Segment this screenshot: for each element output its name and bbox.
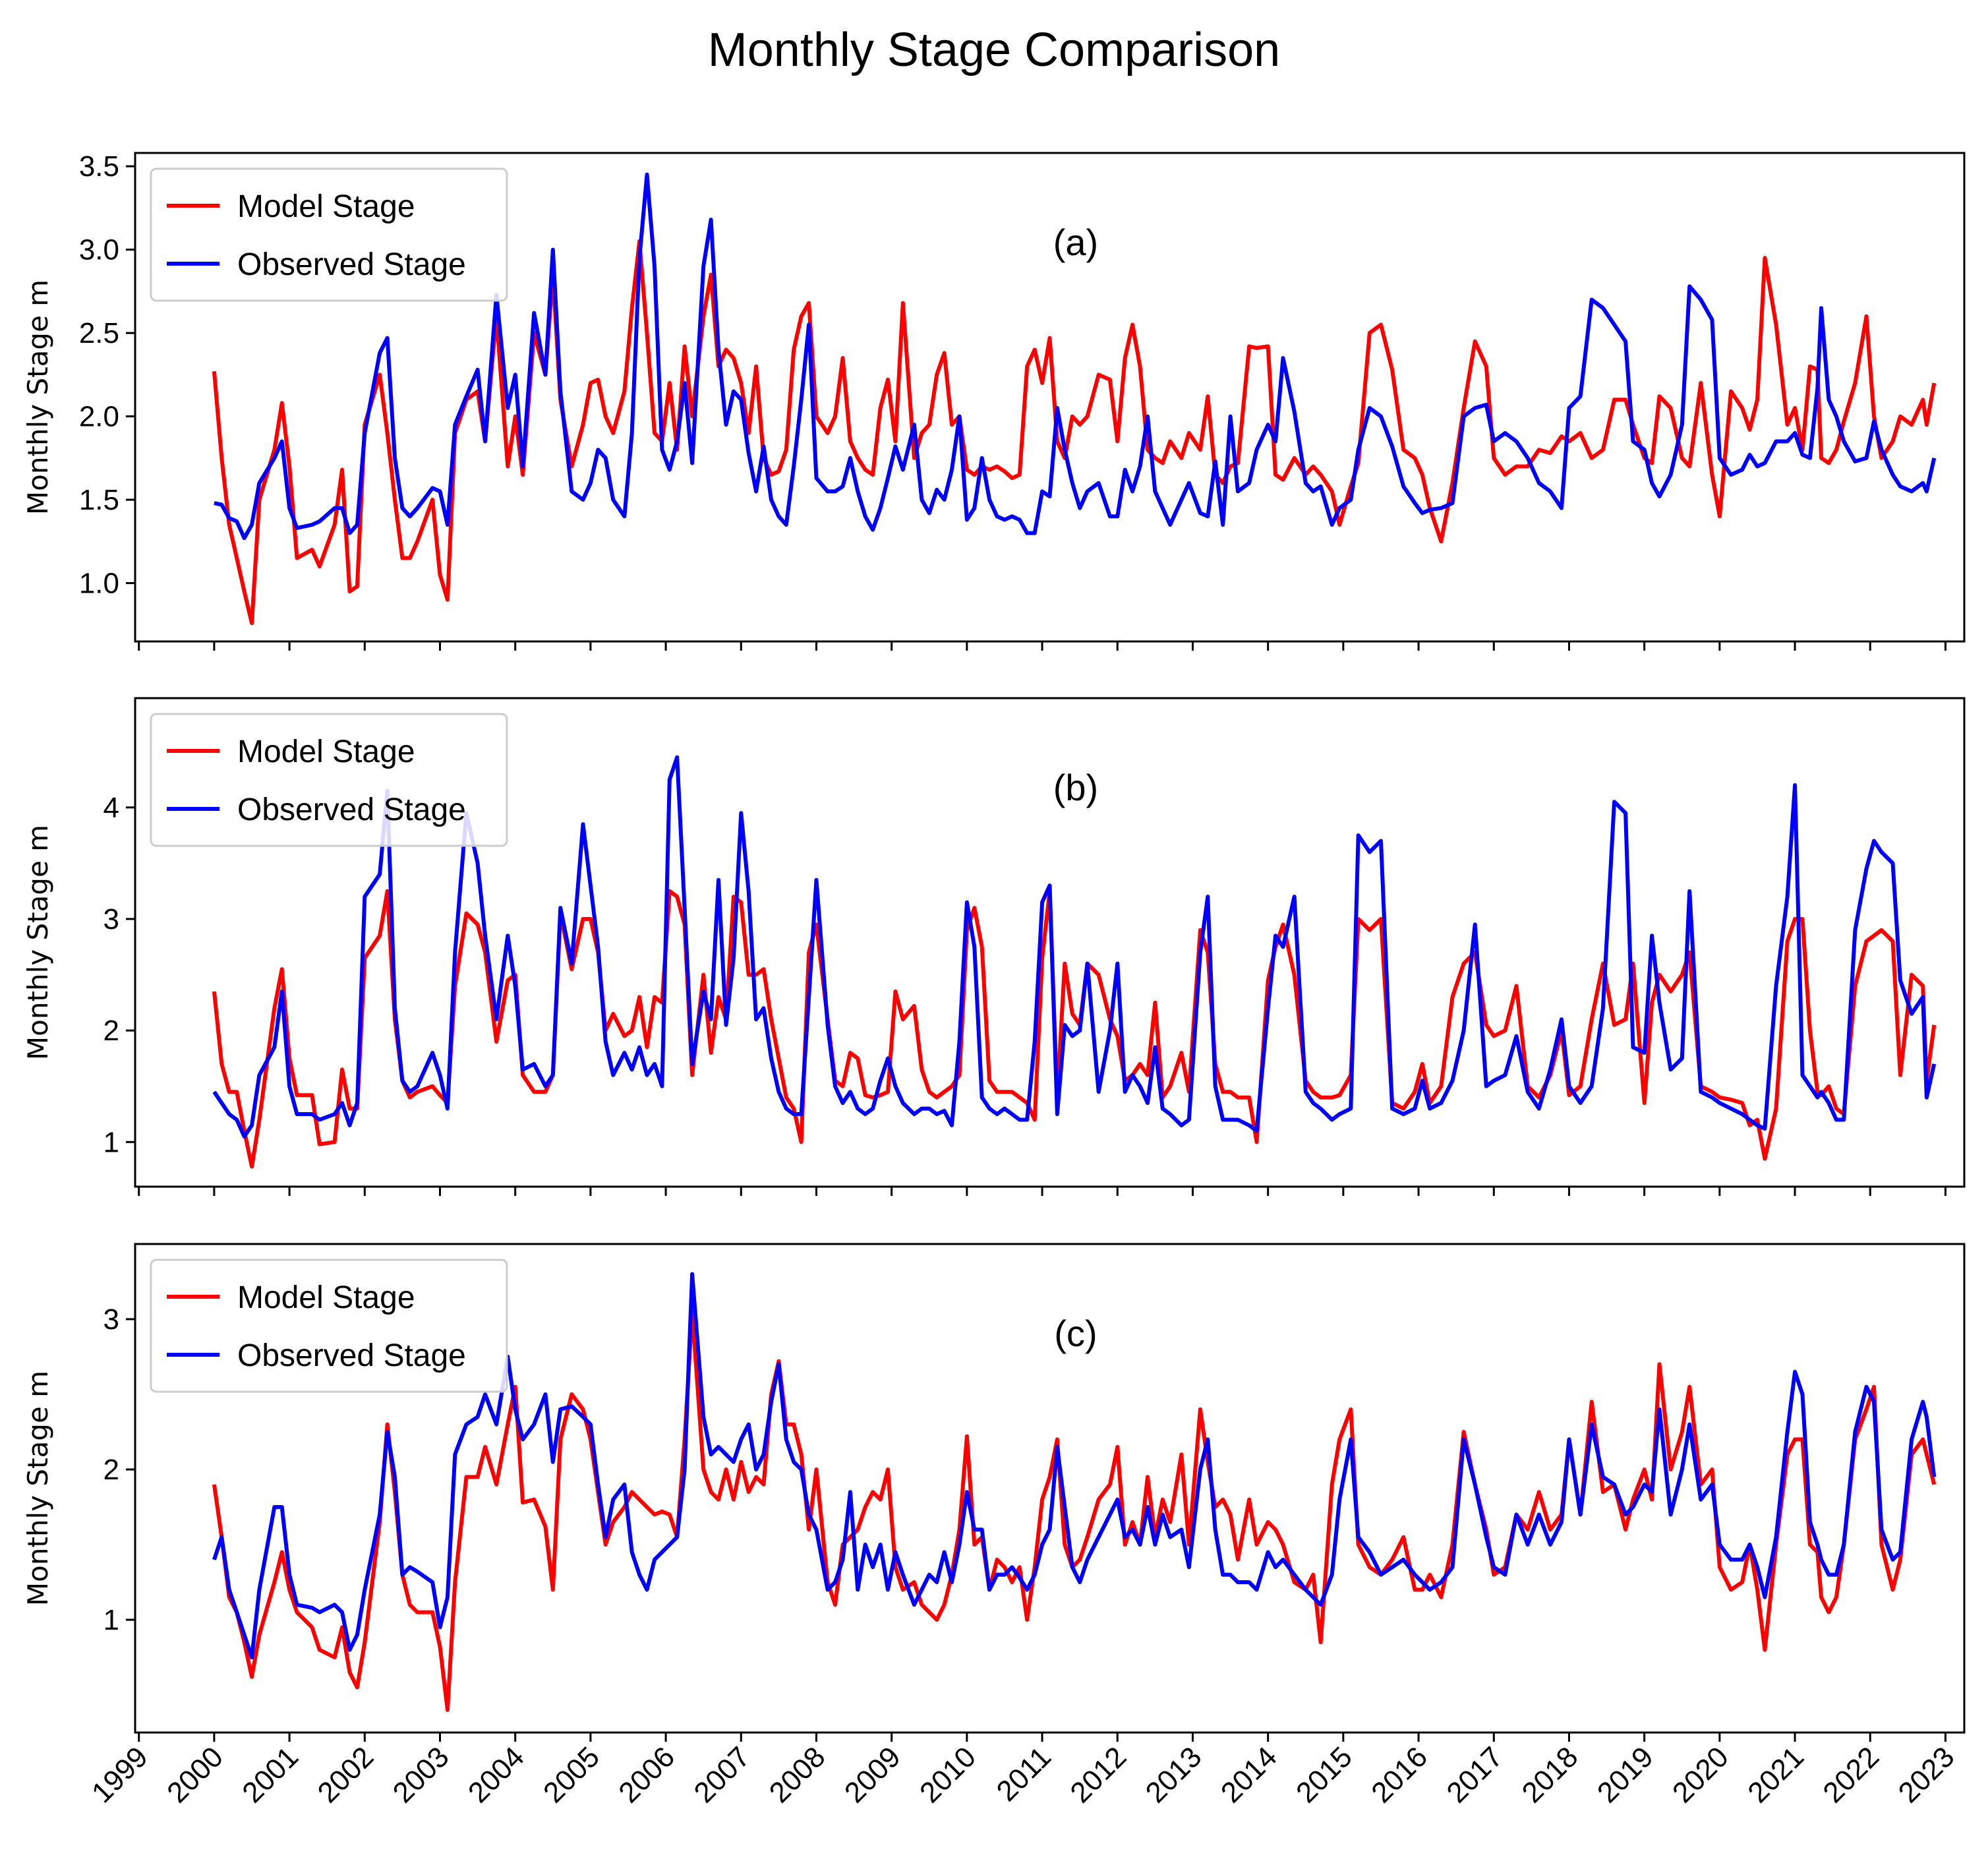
- legend-box: [150, 713, 508, 847]
- axes-frame: [134, 1243, 1966, 1734]
- y-axis-label: Monthly Stage m: [22, 1371, 54, 1606]
- panel-b: 1 2 3 4 Monthly Stage m (b) Model Stage Observe…: [22, 697, 1966, 1196]
- legend-label: Model Stage: [237, 1280, 415, 1315]
- y-tick-label: 2: [103, 1454, 119, 1486]
- legend: Model Stage Observed Stage: [150, 713, 508, 847]
- y-tick-label: 3: [103, 903, 119, 935]
- y-tick-label: 4: [103, 792, 119, 824]
- legend: Model Stage Observed Stage: [150, 167, 508, 302]
- y-tick-label: 1: [103, 1126, 119, 1158]
- legend-box: [150, 1259, 508, 1393]
- legend: Model Stage Observed Stage: [150, 1259, 508, 1393]
- axes-frame: [134, 697, 1966, 1188]
- y-tick-label: 2.5: [79, 317, 119, 349]
- legend-label: Observed Stage: [237, 247, 466, 282]
- y-tick-label: 3: [103, 1303, 119, 1336]
- legend-label: Observed Stage: [237, 792, 466, 827]
- series-line-observed-stage: [212, 1272, 1937, 1659]
- y-tick-label: 2: [103, 1015, 119, 1047]
- y-tick-label: 3.5: [79, 150, 119, 183]
- axes-frame: [134, 152, 1966, 643]
- panel-a: 1.0 1.5 2.0 2.5 3.0 3.5 Monthly Stage m (a) Mode…: [22, 150, 1966, 651]
- panel-label: (a): [1053, 222, 1098, 263]
- y-tick-label: 3.0: [79, 234, 119, 266]
- y-axis-label: Monthly Stage m: [22, 825, 54, 1060]
- figure-title: Monthly Stage Comparison: [708, 24, 1280, 76]
- y-tick-label: 1: [103, 1604, 119, 1636]
- y-tick-label: 1.0: [79, 567, 119, 599]
- panel-label: (b): [1053, 767, 1098, 808]
- panel-label: (c): [1054, 1313, 1097, 1354]
- y-tick-label: 1.5: [79, 484, 119, 516]
- series-line-observed-stage: [212, 755, 1937, 1139]
- y-tick-label: 2.0: [79, 401, 119, 433]
- legend-label: Observed Stage: [237, 1338, 466, 1373]
- legend-box: [150, 167, 508, 302]
- legend-label: Model Stage: [237, 189, 415, 224]
- legend-label: Model Stage: [237, 734, 415, 769]
- y-axis-label: Monthly Stage m: [22, 280, 54, 515]
- series-line-observed-stage: [214, 172, 1937, 541]
